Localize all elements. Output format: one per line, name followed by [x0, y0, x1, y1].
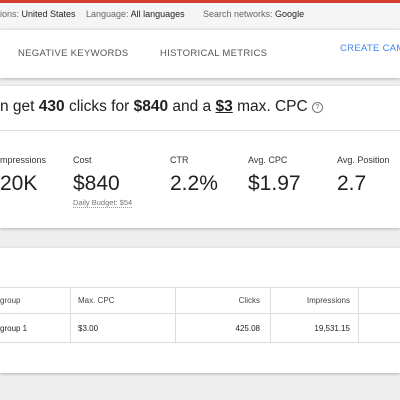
- filter[interactable]: Search networks: Google: [203, 9, 304, 19]
- metric-value: 2.7: [337, 172, 367, 195]
- table-card: group Max. CPC Clicks Impressions group 1 $3.…: [0, 248, 400, 373]
- summary-text: n get 430 clicks for $840 and a $3 max. …: [0, 98, 323, 116]
- top-accent: [0, 0, 400, 3]
- tab[interactable]: NEGATIVE KEYWORDS: [18, 48, 129, 59]
- column-border: [70, 287, 71, 342]
- metric-label: Avg. CPC: [248, 155, 288, 165]
- table-cell: group 1: [0, 324, 28, 333]
- divider: [0, 130, 400, 131]
- column-border: [270, 287, 271, 342]
- row-border: [0, 287, 400, 288]
- row-border: [0, 313, 400, 314]
- column-border: [175, 287, 176, 342]
- text: n get: [0, 98, 35, 115]
- metric-label: Avg. Position: [337, 155, 390, 165]
- metric-label: Cost: [73, 155, 92, 165]
- metric-value: 2.2%: [170, 172, 218, 195]
- table-cell: 19,531.15: [314, 324, 350, 333]
- filter-label: Language:: [86, 9, 129, 19]
- row-border: [0, 342, 400, 343]
- table-cell: $3.00: [78, 324, 99, 333]
- tab-bar: NEGATIVE KEYWORDS HISTORICAL METRICS CRE…: [0, 30, 400, 78]
- tab[interactable]: HISTORICAL METRICS: [160, 48, 268, 59]
- create-button[interactable]: CREATE CAM: [340, 43, 400, 54]
- filter-label: ions:: [0, 9, 20, 19]
- filter-value: United States: [21, 9, 76, 19]
- summary-card: n get 430 clicks for $840 and a $3 max. …: [0, 86, 400, 228]
- daily-budget[interactable]: Daily Budget: $54: [73, 198, 133, 208]
- filter-value: All languages: [130, 9, 185, 19]
- column-header: Max. CPC: [78, 296, 115, 305]
- cost: $840: [133, 98, 169, 115]
- text: and a: [172, 98, 212, 115]
- filter[interactable]: Language: All languages: [86, 9, 185, 19]
- filter[interactable]: ions: United States: [0, 9, 76, 19]
- text: max. CPC: [237, 98, 308, 115]
- help-icon[interactable]: ?: [312, 102, 323, 113]
- metric-label: mpressions: [0, 155, 47, 165]
- table-cell: 425.08: [235, 324, 260, 333]
- column-header: group: [0, 296, 21, 305]
- filter-value: Google: [275, 9, 305, 19]
- filter-label: Search networks:: [203, 9, 273, 19]
- column-border: [358, 287, 359, 342]
- cpc[interactable]: $3: [215, 98, 233, 115]
- metric-value: $1.97: [248, 172, 301, 195]
- metric-value: 20K: [0, 172, 38, 195]
- metric-value: $840: [73, 172, 120, 195]
- filter-bar: ions: United States Language: All langua…: [0, 3, 400, 28]
- metric-label: CTR: [170, 155, 189, 165]
- text: clicks for: [68, 98, 130, 115]
- clicks: 430: [38, 98, 65, 115]
- column-header: Clicks: [238, 296, 260, 305]
- column-header: Impressions: [306, 296, 350, 305]
